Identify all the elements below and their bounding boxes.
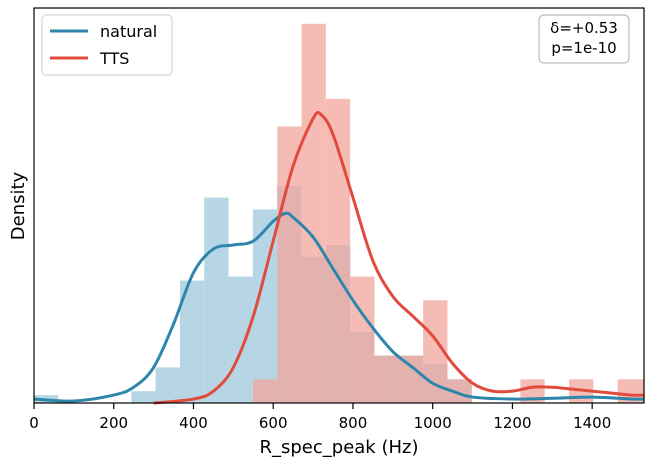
stats-delta: δ=+0.53	[550, 19, 618, 37]
kde-line-tts	[153, 110, 645, 405]
stats-pvalue: p=1e-10	[551, 39, 616, 57]
x-axis-label: R_spec_peak (Hz)	[260, 437, 419, 458]
legend: natural TTS	[41, 14, 173, 76]
kde-line-natural	[33, 211, 645, 403]
hist-bar-natural-8	[228, 276, 253, 403]
x-tick-label-600: 600	[259, 414, 288, 432]
x-tick-label-1000: 1000	[414, 414, 452, 432]
x-tick-label-1400: 1400	[573, 414, 611, 432]
hist-bar-natural-6	[179, 280, 205, 403]
hist-bar-tts-0	[252, 379, 278, 403]
stats-annotation: δ=+0.53 p=1e-10	[538, 14, 630, 64]
hist-bar-tts-1	[277, 126, 302, 403]
x-tick-label-0: 0	[29, 414, 39, 432]
hist-bar-tts-4	[350, 276, 375, 403]
hist-bar-natural-4	[131, 391, 156, 403]
hist-bar-tts-11	[617, 379, 644, 403]
x-axis-ticks: 0 200 400 600 800 1000 1200 1400	[29, 403, 611, 432]
hist-bar-tts-9	[520, 379, 545, 403]
x-tick-label-200: 200	[99, 414, 128, 432]
hist-bar-tts-2	[301, 23, 326, 404]
x-tick-label-800: 800	[339, 414, 368, 432]
hist-bar-natural-5	[155, 367, 180, 403]
hist-bar-natural-7	[204, 197, 229, 403]
legend-label-natural: natural	[100, 22, 157, 41]
hist-bar-tts-5	[374, 355, 399, 403]
hist-bar-tts-6	[398, 355, 424, 403]
x-tick-label-1200: 1200	[493, 414, 531, 432]
stats-annotation-box	[538, 14, 630, 64]
kde-layer	[33, 110, 645, 405]
y-axis-label: Density	[8, 171, 29, 240]
x-tick-label-400: 400	[179, 414, 208, 432]
legend-label-tts: TTS	[99, 49, 129, 68]
plot-frame	[33, 7, 645, 404]
histogram-layer	[34, 23, 644, 404]
